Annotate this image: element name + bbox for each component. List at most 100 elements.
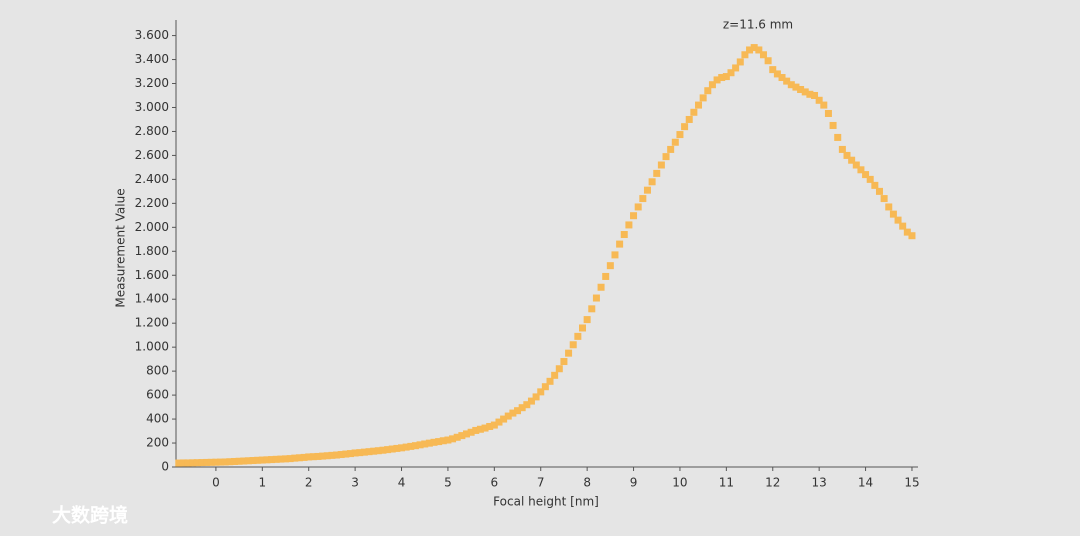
x-tick-label: 5 [444, 476, 452, 490]
point [732, 64, 740, 72]
y-tick-label: 3.600 [135, 28, 169, 42]
point [597, 283, 605, 291]
x-tick-label: 10 [672, 476, 687, 490]
point [555, 365, 563, 373]
y-tick-label: 3.200 [135, 76, 169, 90]
point [829, 121, 837, 129]
point [342, 450, 350, 458]
y-tick-label: 1.400 [135, 292, 169, 306]
point [713, 76, 721, 84]
point [509, 409, 517, 417]
point [421, 440, 429, 448]
point [226, 458, 234, 466]
point [741, 51, 749, 59]
y-tick-label: 2.800 [135, 124, 169, 138]
point [746, 46, 754, 54]
point [616, 240, 624, 248]
point [634, 203, 642, 211]
point [611, 251, 619, 259]
x-axis-label: Focal height [nm] [493, 495, 599, 509]
point [801, 88, 809, 96]
point [736, 58, 744, 66]
point [319, 452, 327, 460]
point [379, 446, 387, 454]
point [620, 231, 628, 239]
point [365, 448, 373, 456]
point [560, 358, 568, 366]
point [235, 457, 243, 465]
point [885, 203, 893, 211]
point [866, 175, 874, 183]
point [444, 436, 452, 444]
point [323, 452, 331, 460]
point [773, 70, 781, 78]
point [300, 453, 308, 461]
point [356, 449, 364, 457]
point [351, 449, 359, 457]
y-tick-label: 1.800 [135, 244, 169, 258]
y-tick-label: 0 [161, 460, 169, 474]
point [240, 457, 248, 465]
point [565, 349, 573, 357]
point [411, 442, 419, 450]
point [277, 455, 285, 463]
point [407, 442, 415, 450]
point [393, 444, 401, 452]
point [875, 187, 883, 195]
point [198, 459, 206, 467]
point [852, 161, 860, 169]
y-tick-label: 400 [146, 412, 169, 426]
point [504, 412, 512, 420]
point [217, 458, 225, 466]
point [838, 145, 846, 153]
point [388, 445, 396, 453]
point [518, 404, 526, 412]
point [309, 453, 317, 461]
x-tick-label: 12 [765, 476, 780, 490]
point [189, 459, 197, 467]
point [175, 459, 183, 467]
y-tick-label: 800 [146, 364, 169, 378]
point [639, 195, 647, 203]
point [546, 377, 554, 385]
point [778, 74, 786, 82]
point [755, 46, 763, 54]
point [458, 432, 466, 440]
point [374, 447, 382, 455]
point [476, 425, 484, 433]
point [221, 458, 229, 466]
point [662, 153, 670, 161]
y-tick-label: 600 [146, 388, 169, 402]
point [681, 123, 689, 131]
y-tick-label: 2.400 [135, 172, 169, 186]
y-tick-label: 3.000 [135, 100, 169, 114]
point [889, 210, 897, 218]
point [244, 457, 252, 465]
point [337, 451, 345, 459]
point [671, 138, 679, 146]
x-tick-label: 11 [719, 476, 734, 490]
point [490, 421, 498, 429]
point [894, 216, 902, 224]
x-tick-label: 1 [258, 476, 266, 490]
point [193, 459, 201, 467]
point [258, 456, 266, 464]
point [592, 294, 600, 302]
point [254, 456, 262, 464]
x-tick-label: 2 [305, 476, 313, 490]
point [230, 457, 238, 465]
point [541, 383, 549, 391]
point [360, 448, 368, 456]
point [787, 81, 795, 89]
point [207, 458, 215, 466]
point [574, 332, 582, 340]
point [439, 437, 447, 445]
point [430, 438, 438, 446]
point [899, 222, 907, 230]
point [263, 456, 271, 464]
x-tick-label: 4 [398, 476, 406, 490]
point [462, 430, 470, 438]
point [453, 433, 461, 441]
